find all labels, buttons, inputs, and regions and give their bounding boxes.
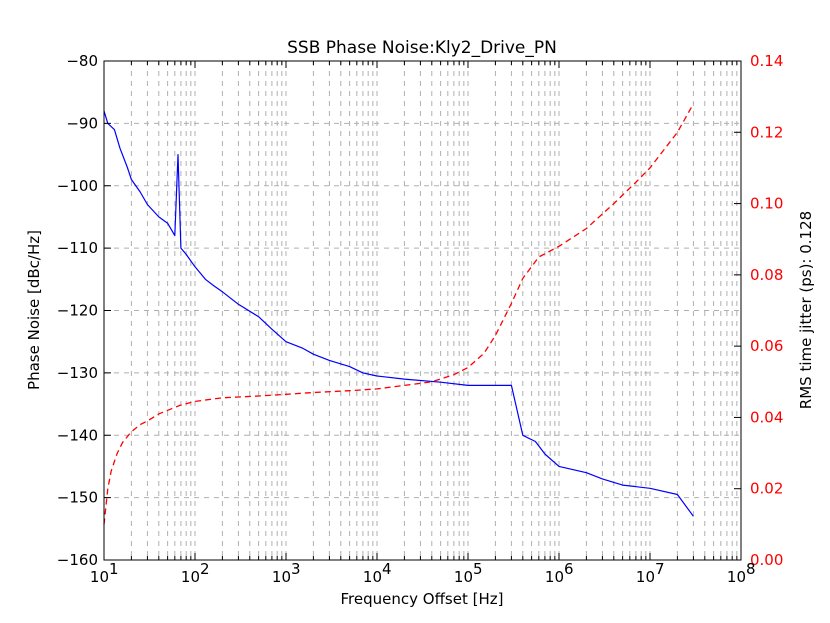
grid-lines bbox=[104, 61, 741, 560]
y-tick-label: −80 bbox=[66, 52, 98, 70]
y-tick-label: −160 bbox=[57, 551, 98, 569]
y2-tick-label: 0.02 bbox=[750, 480, 783, 498]
y2-tick-label: 0.12 bbox=[750, 123, 783, 141]
chart-title: SSB Phase Noise:Kly2_Drive_PN bbox=[287, 38, 557, 58]
y-tick-label: −120 bbox=[57, 302, 98, 320]
y-tick-label: −140 bbox=[57, 426, 98, 444]
y2-axis-title: RMS time jitter (ps): 0.128 bbox=[797, 211, 815, 409]
y-tick-label: −110 bbox=[57, 239, 98, 257]
x-tick-label-base: 10 bbox=[272, 568, 291, 586]
y2-tick-label: 0.06 bbox=[750, 337, 783, 355]
x-tick-label: 10 5 bbox=[454, 560, 483, 586]
x-tick-label-exponent: 2 bbox=[200, 560, 210, 578]
y-tick-label: −100 bbox=[57, 177, 98, 195]
x-axis-title: Frequency Offset [Hz] bbox=[341, 590, 504, 608]
x-tick-label-exponent: 1 bbox=[109, 560, 119, 578]
y2-tick-label: 0.08 bbox=[750, 266, 783, 284]
x-tick-label: 10 7 bbox=[636, 560, 665, 586]
x-tick-label: 10 8 bbox=[727, 560, 756, 586]
x-tick-label-exponent: 4 bbox=[382, 560, 392, 578]
x-tick-label: 10 1 bbox=[90, 560, 119, 586]
x-tick-label: 10 6 bbox=[545, 560, 574, 586]
y2-tick-label: 0.00 bbox=[750, 551, 783, 569]
axis-ticks bbox=[103, 60, 741, 561]
x-tick-label-base: 10 bbox=[545, 568, 564, 586]
y2-tick-label: 0.10 bbox=[750, 195, 783, 213]
y2-tick-label: 0.04 bbox=[750, 408, 783, 426]
x-tick-label: 10 2 bbox=[181, 560, 210, 586]
rms-jitter-series-line bbox=[103, 103, 694, 525]
x-tick-label-base: 10 bbox=[727, 568, 746, 586]
x-tick-label-base: 10 bbox=[181, 568, 200, 586]
series-layer bbox=[103, 103, 694, 525]
y-axis-title: Phase Noise [dBc/Hz] bbox=[25, 230, 43, 390]
y2-tick-label: 0.14 bbox=[750, 52, 783, 70]
x-tick-label-base: 10 bbox=[363, 568, 382, 586]
y-tick-label: −150 bbox=[57, 489, 98, 507]
x-tick-label-exponent: 7 bbox=[655, 560, 665, 578]
x-tick-label-base: 10 bbox=[454, 568, 473, 586]
phase-noise-series-line bbox=[103, 110, 694, 517]
tick-labels: −80 −90 −100 −110 −120 −130 −140 −150 −160 0.14 0.… bbox=[57, 52, 784, 586]
x-tick-label-exponent: 5 bbox=[473, 560, 483, 578]
x-tick-label-base: 10 bbox=[636, 568, 655, 586]
x-tick-label-exponent: 3 bbox=[291, 560, 301, 578]
y-tick-label: −130 bbox=[57, 364, 98, 382]
x-tick-label: 10 3 bbox=[272, 560, 301, 586]
y-tick-label: −90 bbox=[66, 114, 98, 132]
x-tick-label: 10 4 bbox=[363, 560, 392, 586]
x-tick-label-exponent: 6 bbox=[564, 560, 574, 578]
x-tick-label-exponent: 8 bbox=[746, 560, 756, 578]
x-tick-label-base: 10 bbox=[90, 568, 109, 586]
